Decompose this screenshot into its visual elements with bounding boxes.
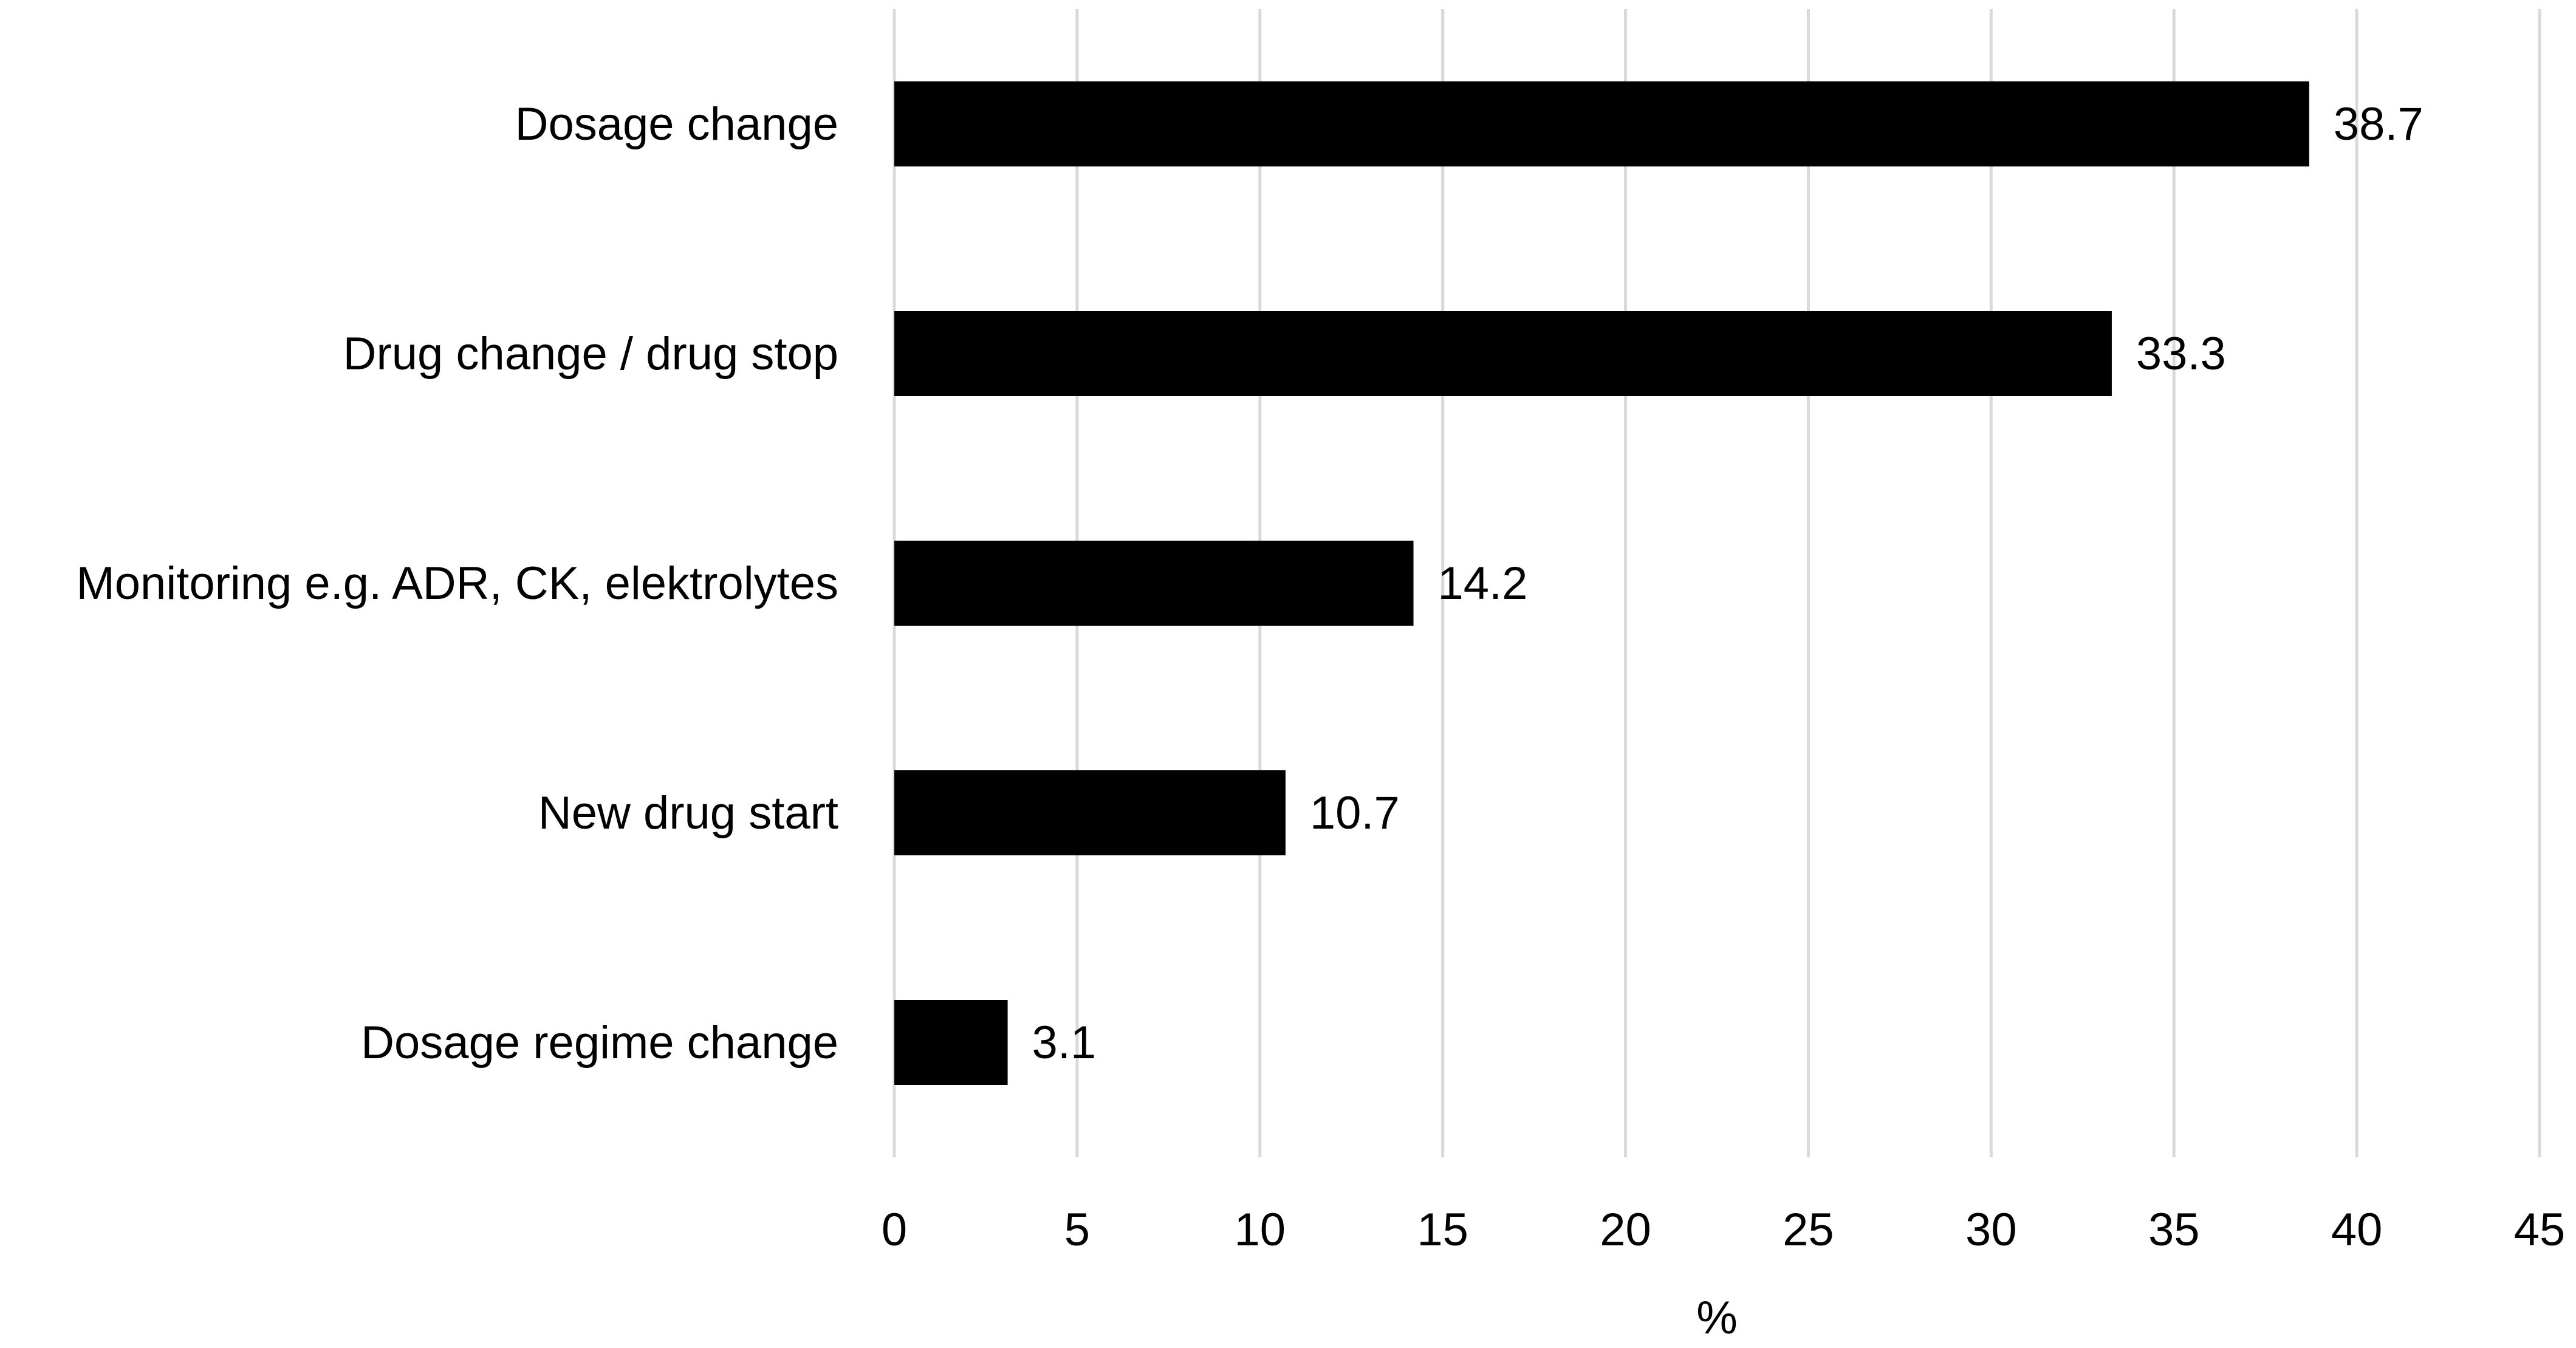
x-axis-title: % <box>1696 1292 1738 1344</box>
value-label-3: 10.7 <box>1310 787 1400 839</box>
category-label-4: Dosage regime change <box>361 1017 838 1069</box>
x-tick-label-40: 40 <box>2331 1204 2383 1256</box>
bar-1 <box>894 311 2112 396</box>
x-tick-label-15: 15 <box>1417 1204 1468 1256</box>
category-label-1: Drug change / drug stop <box>343 328 838 380</box>
x-tick-label-25: 25 <box>1783 1204 1834 1256</box>
category-label-3: New drug start <box>538 787 838 839</box>
category-labels: Dosage change Drug change / drug stop Moni… <box>76 98 838 1069</box>
x-tick-label-30: 30 <box>1965 1204 2017 1256</box>
value-label-0: 38.7 <box>2334 98 2424 150</box>
x-tick-label-10: 10 <box>1235 1204 1286 1256</box>
x-tick-label-20: 20 <box>1600 1204 1651 1256</box>
category-label-0: Dosage change <box>515 98 838 150</box>
bars <box>894 81 2309 1085</box>
x-tick-label-5: 5 <box>1064 1204 1090 1256</box>
x-tick-label-0: 0 <box>882 1204 907 1256</box>
value-label-2: 14.2 <box>1438 558 1528 609</box>
bar-0 <box>894 81 2309 166</box>
bar-2 <box>894 541 1414 626</box>
category-label-2: Monitoring e.g. ADR, CK, elektrolytes <box>76 558 838 609</box>
gridlines <box>892 9 2541 1157</box>
x-tick-label-35: 35 <box>2148 1204 2200 1256</box>
bar-3 <box>894 770 1286 855</box>
x-tick-label-45: 45 <box>2514 1204 2566 1256</box>
value-label-1: 33.3 <box>2136 328 2226 380</box>
x-axis-tick-labels: 0 5 10 15 20 25 30 35 40 45 <box>882 1204 2565 1256</box>
value-label-4: 3.1 <box>1032 1017 1097 1069</box>
value-labels: 38.7 33.3 14.2 10.7 3.1 <box>1032 98 2424 1069</box>
bar-4 <box>894 1000 1008 1085</box>
